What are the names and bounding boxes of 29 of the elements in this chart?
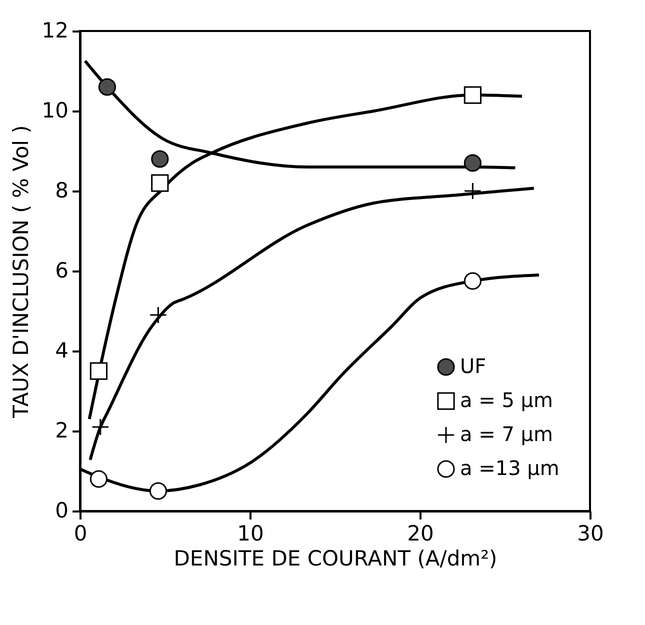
point	[90, 470, 108, 488]
point	[149, 306, 168, 324]
legend-label: a = 7 µm	[460, 422, 554, 446]
point	[464, 154, 482, 172]
y-tick-label: 8	[55, 178, 68, 202]
x-tick-label: 0	[74, 522, 88, 546]
point	[151, 174, 169, 192]
point	[149, 482, 168, 500]
x-tick-label: 20	[407, 522, 434, 546]
x-tick-label: 30	[577, 522, 604, 546]
y-tick-label: 10	[42, 98, 68, 122]
point	[464, 182, 482, 200]
legend-label: a =13 µm	[460, 456, 560, 480]
legend-label: a = 5 µm	[460, 388, 554, 412]
point	[151, 150, 169, 168]
y-tick-label: 6	[55, 258, 68, 282]
point	[464, 272, 482, 290]
y-axis-title: TAUX D'INCLUSION ( % Vol )	[8, 125, 33, 419]
y-tick-label: 0	[55, 498, 68, 522]
y-tick-label: 2	[55, 418, 68, 442]
x-axis-title: DENSITE DE COURANT (A/dm²)	[174, 546, 498, 570]
y-tick-label: 12	[42, 18, 68, 42]
x-tick-label: 10	[237, 522, 264, 546]
point	[98, 78, 116, 96]
legend-label: UF	[460, 354, 486, 378]
y-tick-label: 4	[55, 338, 68, 362]
point	[92, 418, 110, 436]
point	[90, 362, 108, 380]
point	[464, 86, 482, 104]
